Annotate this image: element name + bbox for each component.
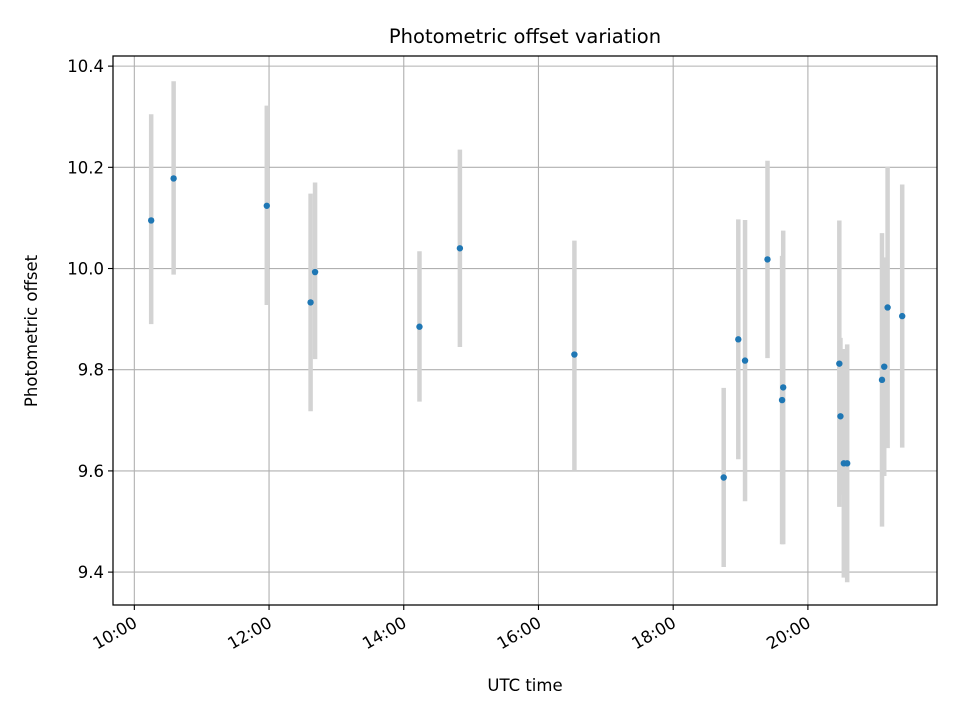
data-point [170, 175, 177, 182]
data-point [416, 323, 423, 330]
data-point [898, 312, 906, 320]
chart-title: Photometric offset variation [389, 25, 661, 48]
data-point [720, 474, 727, 481]
data-point [884, 304, 891, 311]
y-axis-label: Photometric offset [22, 254, 41, 407]
plot-frame [112, 55, 938, 606]
data-point [741, 357, 749, 364]
y-tick-label: 9.4 [78, 563, 104, 582]
data-point [735, 336, 742, 343]
data-point [881, 363, 888, 370]
y-tick-label: 9.8 [78, 361, 104, 380]
error-bars [148, 81, 905, 583]
data-point [571, 351, 578, 358]
data-point [778, 396, 786, 404]
data-point [147, 217, 155, 224]
x-tick-label: 14:00 [359, 613, 410, 653]
data-point [263, 202, 270, 209]
ticks: 10:00 12:00 14:00 16:00 18:00 20:00 9.4 9.6 9.8 1… [67, 57, 814, 653]
y-tick-label: 10.0 [67, 260, 104, 279]
data-point [456, 245, 464, 252]
data-point [780, 384, 787, 391]
data-point [843, 460, 851, 467]
data-point [836, 360, 843, 367]
data-point [764, 256, 771, 263]
data-point [311, 268, 319, 276]
x-tick-label: 16:00 [494, 613, 545, 653]
x-tick-label: 10:00 [90, 613, 141, 653]
x-tick-label: 18:00 [628, 613, 679, 653]
data-points [147, 175, 906, 481]
grid [113, 56, 937, 605]
data-point [307, 299, 314, 306]
x-tick-label: 12:00 [224, 613, 275, 653]
x-axis-label: UTC time [487, 676, 562, 695]
x-tick-label: 20:00 [763, 613, 814, 653]
y-tick-label: 10.2 [67, 158, 104, 177]
y-tick-label: 10.4 [67, 57, 104, 76]
data-point [878, 376, 886, 384]
y-tick-label: 9.6 [78, 462, 104, 481]
data-point [837, 413, 844, 420]
